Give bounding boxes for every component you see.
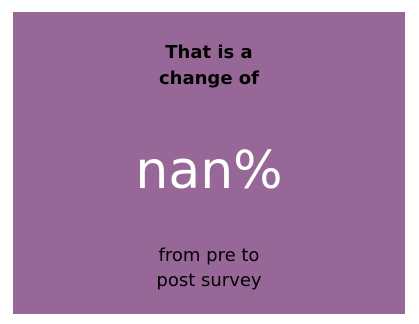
footer-line-2: post survey bbox=[156, 270, 262, 291]
change-percentage-value: nan% bbox=[135, 141, 283, 201]
card-heading: That is a change of bbox=[13, 40, 405, 92]
change-summary-card: That is a change of nan% from pre to pos… bbox=[13, 12, 405, 314]
card-footer: from pre to post survey bbox=[13, 243, 405, 293]
heading-line-1: That is a bbox=[165, 42, 253, 63]
footer-line-1: from pre to bbox=[158, 245, 260, 266]
heading-line-2: change of bbox=[158, 68, 259, 89]
